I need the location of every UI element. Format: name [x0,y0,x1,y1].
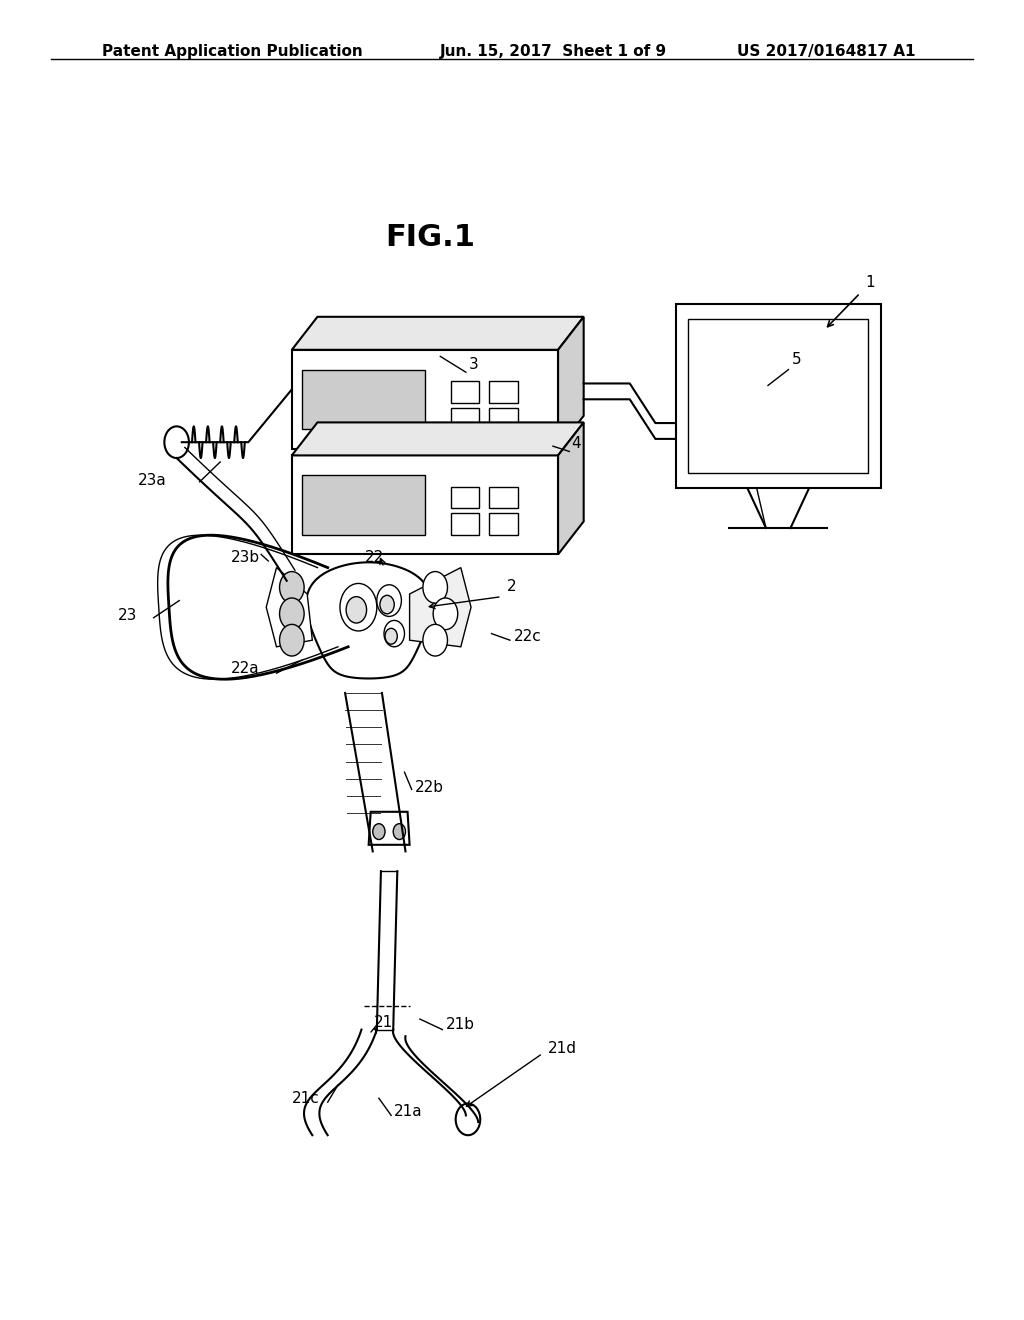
Text: 21c: 21c [292,1092,319,1106]
Polygon shape [410,568,471,647]
Circle shape [280,624,304,656]
Text: Jun. 15, 2017  Sheet 1 of 9: Jun. 15, 2017 Sheet 1 of 9 [440,44,668,58]
Text: US 2017/0164817 A1: US 2017/0164817 A1 [737,44,915,58]
Circle shape [346,597,367,623]
Polygon shape [451,408,479,429]
Circle shape [280,572,304,603]
Polygon shape [266,568,312,647]
Text: 22c: 22c [514,630,542,644]
Text: Patent Application Publication: Patent Application Publication [102,44,364,58]
Polygon shape [369,812,410,845]
Polygon shape [489,513,518,535]
Text: 4: 4 [571,437,581,451]
Circle shape [380,595,394,614]
Circle shape [280,598,304,630]
Text: 21b: 21b [445,1018,474,1032]
Polygon shape [292,455,558,554]
Polygon shape [558,317,584,449]
Polygon shape [292,350,558,449]
Text: FIG.1: FIG.1 [385,223,475,252]
Polygon shape [306,562,431,678]
Text: 23a: 23a [138,474,167,488]
Polygon shape [451,513,479,535]
Polygon shape [558,422,584,554]
Text: 1: 1 [865,276,874,290]
Circle shape [164,426,188,458]
Circle shape [373,824,385,840]
Polygon shape [302,475,425,535]
Text: 5: 5 [792,352,801,367]
Polygon shape [489,487,518,508]
Polygon shape [451,487,479,508]
Circle shape [423,624,447,656]
Polygon shape [489,408,518,429]
Text: 22b: 22b [415,780,443,795]
Polygon shape [292,317,584,350]
Text: 23: 23 [118,609,137,623]
Text: 3: 3 [469,358,479,372]
Circle shape [393,824,406,840]
Text: 2: 2 [507,579,516,594]
Polygon shape [451,381,479,403]
Polygon shape [302,370,425,429]
Polygon shape [688,319,868,473]
Circle shape [456,1104,480,1135]
Text: 21a: 21a [394,1105,423,1119]
Circle shape [433,598,458,630]
Text: 22: 22 [365,550,384,565]
Polygon shape [292,422,584,455]
Polygon shape [489,381,518,403]
Text: 23b: 23b [230,550,259,565]
Text: 21: 21 [374,1015,393,1030]
Text: 22a: 22a [230,661,259,676]
Circle shape [385,628,397,644]
Circle shape [384,620,404,647]
Circle shape [377,585,401,616]
Circle shape [423,572,447,603]
Circle shape [340,583,377,631]
Text: 21d: 21d [548,1041,577,1056]
